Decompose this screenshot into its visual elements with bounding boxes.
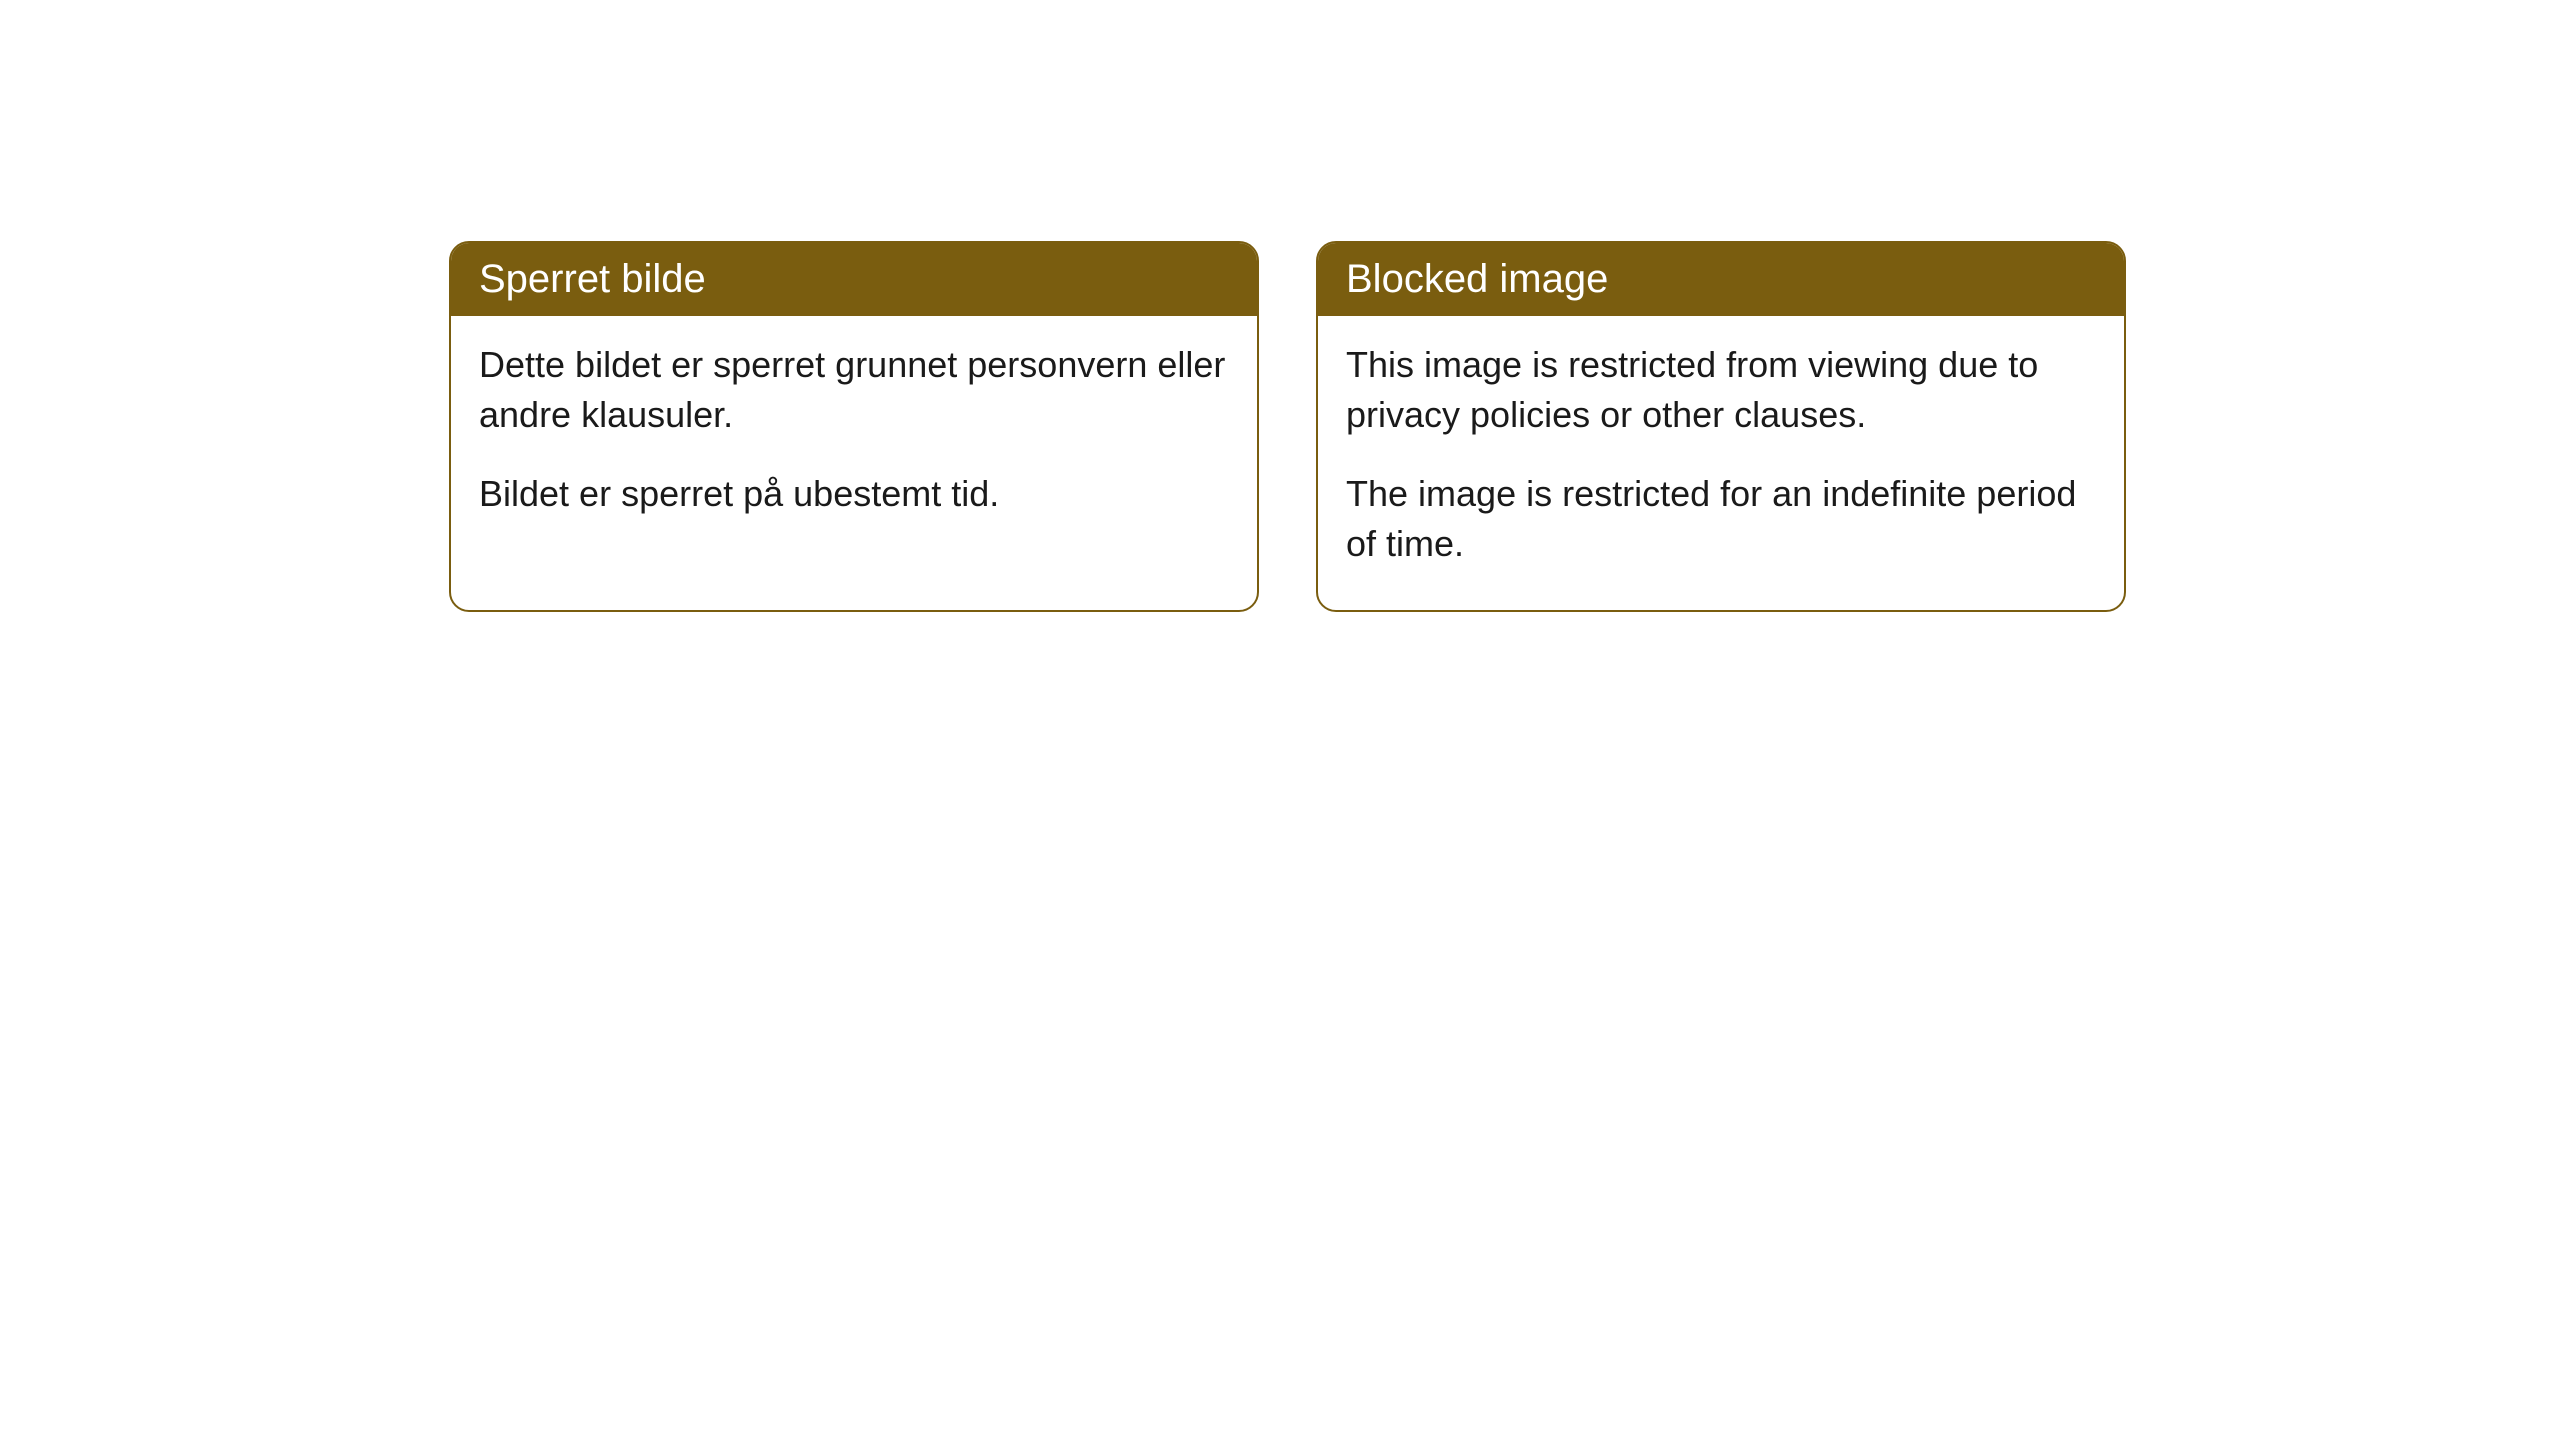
notice-container: Sperret bilde Dette bildet er sperret gr…	[449, 241, 2126, 612]
card-paragraph-en-1: This image is restricted from viewing du…	[1346, 340, 2096, 441]
blocked-image-card-no: Sperret bilde Dette bildet er sperret gr…	[449, 241, 1259, 612]
card-paragraph-no-1: Dette bildet er sperret grunnet personve…	[479, 340, 1229, 441]
card-header-en: Blocked image	[1318, 243, 2124, 316]
card-paragraph-no-2: Bildet er sperret på ubestemt tid.	[479, 469, 1229, 519]
card-body-en: This image is restricted from viewing du…	[1318, 316, 2124, 610]
blocked-image-card-en: Blocked image This image is restricted f…	[1316, 241, 2126, 612]
card-header-no: Sperret bilde	[451, 243, 1257, 316]
card-body-no: Dette bildet er sperret grunnet personve…	[451, 316, 1257, 559]
card-paragraph-en-2: The image is restricted for an indefinit…	[1346, 469, 2096, 570]
